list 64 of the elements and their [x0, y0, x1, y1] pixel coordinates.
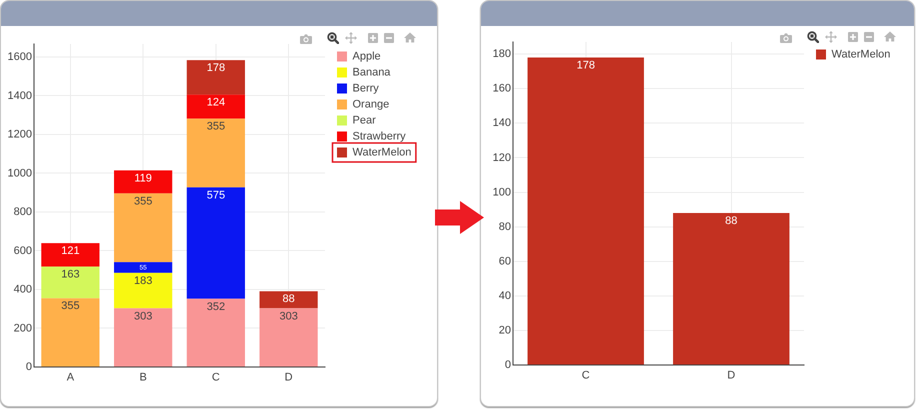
data-label: 355 — [61, 300, 80, 312]
x-tick-label: C — [582, 370, 590, 382]
data-label: 303 — [134, 310, 152, 322]
legend-label: Orange — [352, 98, 390, 111]
data-label: 124 — [206, 96, 226, 109]
legend-label: Berry — [352, 82, 380, 95]
legend-label: Apple — [352, 50, 381, 63]
bar — [114, 308, 172, 366]
legend-label: Pear — [352, 114, 376, 127]
x-tick-label: D — [284, 372, 293, 384]
bar — [114, 262, 172, 273]
data-label: 88 — [725, 214, 738, 227]
legend-label: WaterMelon — [352, 146, 412, 159]
data-label: 355 — [134, 195, 152, 208]
bar — [114, 272, 172, 308]
bar — [260, 291, 318, 308]
bar — [114, 170, 172, 194]
y-tick-label: 120 — [492, 152, 511, 164]
y-tick-label: 160 — [492, 82, 511, 95]
y-tick-label: 0 — [504, 359, 511, 372]
data-label: 303 — [279, 310, 298, 322]
y-tick-label: 800 — [14, 206, 32, 218]
data-label: 119 — [134, 172, 152, 184]
bar — [41, 266, 100, 298]
bar — [260, 308, 318, 366]
y-tick-label: 200 — [14, 322, 32, 334]
data-label: 352 — [206, 300, 226, 313]
legend-label: Banana — [352, 66, 392, 79]
bar — [186, 187, 245, 299]
y-tick-label: 1000 — [8, 167, 32, 180]
x-tick-label: B — [139, 372, 147, 384]
y-tick-label: 100 — [492, 186, 511, 198]
data-label: 163 — [61, 268, 80, 281]
bar — [41, 243, 100, 267]
data-label: 355 — [206, 120, 226, 133]
x-tick-label: D — [727, 370, 736, 382]
y-tick-label: 140 — [492, 117, 511, 130]
data-label: 88 — [282, 293, 295, 306]
legend-label: Strawberry — [352, 130, 406, 143]
y-tick-label: 20 — [498, 324, 511, 336]
data-label: 121 — [61, 245, 80, 258]
y-tick-label: 60 — [498, 255, 511, 268]
y-tick-label: 400 — [14, 284, 32, 296]
y-tick-label: 40 — [498, 290, 511, 302]
bar — [41, 298, 100, 366]
data-label: 178 — [206, 62, 226, 74]
legend-label: WaterMelon — [832, 48, 890, 61]
y-tick-label: 0 — [26, 361, 32, 374]
x-tick-label: C — [212, 372, 220, 384]
bar — [186, 94, 245, 119]
y-tick-label: 80 — [498, 220, 511, 233]
data-label: 575 — [206, 189, 226, 202]
data-label: 178 — [576, 60, 595, 72]
x-tick-label: A — [66, 372, 75, 384]
y-tick-label: 180 — [492, 48, 511, 60]
y-tick-label: 1200 — [8, 128, 32, 141]
bar — [114, 193, 172, 262]
data-label: 183 — [134, 274, 152, 287]
y-tick-label: 1400 — [8, 90, 32, 102]
bar — [186, 60, 245, 95]
y-tick-label: 600 — [14, 244, 32, 257]
bar — [186, 118, 245, 188]
bar — [186, 298, 245, 366]
y-tick-label: 1600 — [8, 51, 32, 64]
